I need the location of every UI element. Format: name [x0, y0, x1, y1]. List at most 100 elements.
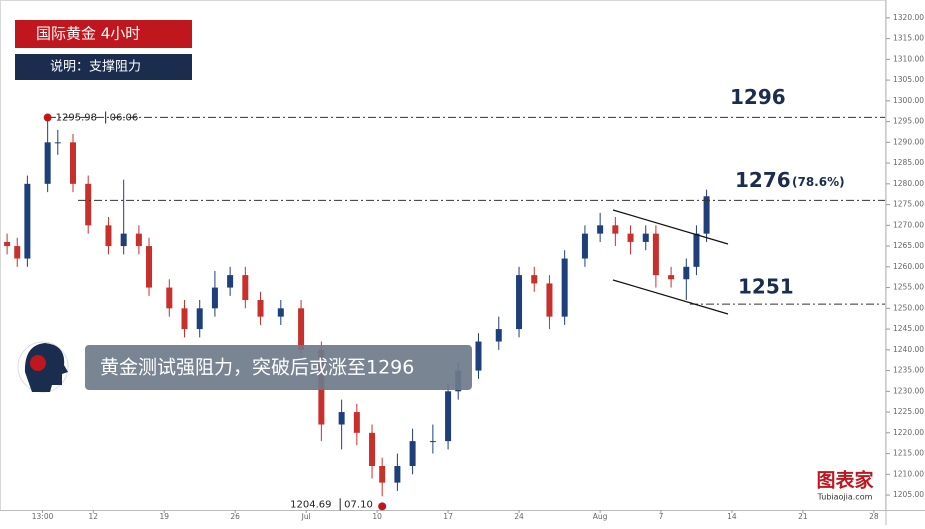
candle-body: [338, 412, 345, 425]
y-tick-label: 1235.00: [893, 366, 924, 375]
y-tick-label: 1300.00: [893, 96, 924, 105]
candle-body: [196, 308, 203, 330]
candle-body: [44, 142, 51, 184]
candle-body: [409, 441, 416, 467]
y-tick-label: 1245.00: [893, 324, 924, 333]
candle-body: [14, 246, 21, 259]
candle-body: [298, 308, 305, 350]
avatar-mark: [30, 355, 46, 371]
logo-box: [805, 470, 885, 500]
candle-body: [369, 432, 376, 467]
candle-body: [627, 233, 634, 242]
candle-body: [693, 233, 700, 267]
candle-body: [445, 391, 452, 442]
candle-body: [581, 233, 588, 259]
y-tick-label: 1210.00: [893, 469, 924, 478]
y-tick-label: 1310.00: [893, 54, 924, 63]
chart-subtitle: 说明：支撑阻力: [50, 60, 141, 75]
y-tick-label: 1255.00: [893, 283, 924, 292]
y-tick-label: 1285.00: [893, 158, 924, 167]
x-tick-label: Aug: [593, 512, 608, 521]
candle-body: [257, 300, 264, 317]
extreme-dot: [378, 502, 387, 511]
candle-body: [597, 225, 604, 234]
y-tick-label: 1275.00: [893, 200, 924, 209]
extreme-dot: [43, 113, 52, 122]
candle-body: [24, 183, 31, 259]
chart-title: 国际黄金 4小时: [36, 25, 140, 43]
candle-body: [4, 241, 11, 247]
candle-body: [379, 466, 386, 483]
candle-body: [166, 287, 173, 309]
candle-body: [227, 275, 234, 288]
x-tick-label: 12: [88, 512, 98, 521]
candle-body: [135, 233, 142, 247]
candle-body: [495, 329, 502, 342]
logo-url: Tubiaojia.com: [817, 493, 873, 502]
level-note: (78.6%): [792, 175, 845, 189]
x-tick-label: 7: [659, 512, 664, 521]
x-tick-label: 24: [514, 512, 524, 521]
candle-body: [612, 225, 619, 234]
title-box: [15, 20, 192, 48]
candle-body: [54, 142, 61, 144]
x-tick-label: 17: [443, 512, 453, 521]
candle-body: [703, 196, 710, 234]
candle-body: [105, 225, 112, 247]
candle-body: [475, 341, 482, 371]
banner: [85, 345, 472, 390]
candle-body: [531, 275, 538, 284]
x-tick-label: Jul: [301, 512, 311, 521]
y-tick-label: 1315.00: [893, 34, 924, 43]
x-tick-label: 10: [372, 512, 382, 521]
candle-body: [69, 142, 76, 184]
candle-body: [85, 183, 92, 226]
y-tick-label: 1305.00: [893, 75, 924, 84]
level-label: 1296: [730, 85, 786, 109]
y-tick-label: 1230.00: [893, 386, 924, 395]
extreme-date: 07.10: [344, 499, 373, 510]
y-tick-label: 1295.00: [893, 117, 924, 126]
candle-body: [652, 233, 659, 276]
y-tick-label: 1280.00: [893, 179, 924, 188]
y-tick-label: 1265.00: [893, 241, 924, 250]
candle-body: [394, 466, 401, 483]
candle-body: [353, 412, 360, 433]
candle-body: [516, 275, 523, 330]
avatar-head: [24, 343, 69, 392]
candle-body: [146, 246, 153, 288]
y-tick-label: 1270.00: [893, 220, 924, 229]
y-tick-label: 1290.00: [893, 137, 924, 146]
logo: 图表家: [816, 469, 874, 492]
extreme-value: 1204.69: [290, 499, 331, 510]
banner-text: 黄金测试强阻力，突破后或涨至1296: [100, 357, 414, 379]
y-tick-label: 1215.00: [893, 449, 924, 458]
candle-body: [546, 283, 553, 317]
candle-body: [211, 287, 218, 309]
x-tick-label: 19: [159, 512, 169, 521]
candle-body: [242, 275, 249, 301]
y-tick-label: 1250.00: [893, 303, 924, 312]
x-tick-label: 13:00: [32, 512, 54, 521]
y-tick-label: 1260.00: [893, 262, 924, 271]
y-tick-label: 1205.00: [893, 490, 924, 499]
extreme-date: 06.06: [110, 113, 139, 124]
candle-body: [642, 233, 649, 242]
extreme-value: 1295.98: [56, 113, 97, 124]
x-tick-label: 21: [798, 512, 808, 521]
candle-body: [429, 441, 436, 443]
candle-body: [561, 258, 568, 317]
level-label: 1251: [738, 275, 794, 299]
channel-line: [612, 209, 729, 245]
y-tick-label: 1320.00: [893, 13, 924, 22]
candle-body: [683, 266, 690, 280]
x-tick-label: 28: [869, 512, 879, 521]
subtitle-box: [15, 54, 192, 80]
channel-line: [612, 279, 729, 315]
x-tick-label: 14: [727, 512, 737, 521]
y-tick-label: 1225.00: [893, 407, 924, 416]
y-tick-label: 1240.00: [893, 345, 924, 354]
candle-body: [668, 275, 675, 280]
candle-body: [120, 233, 127, 247]
